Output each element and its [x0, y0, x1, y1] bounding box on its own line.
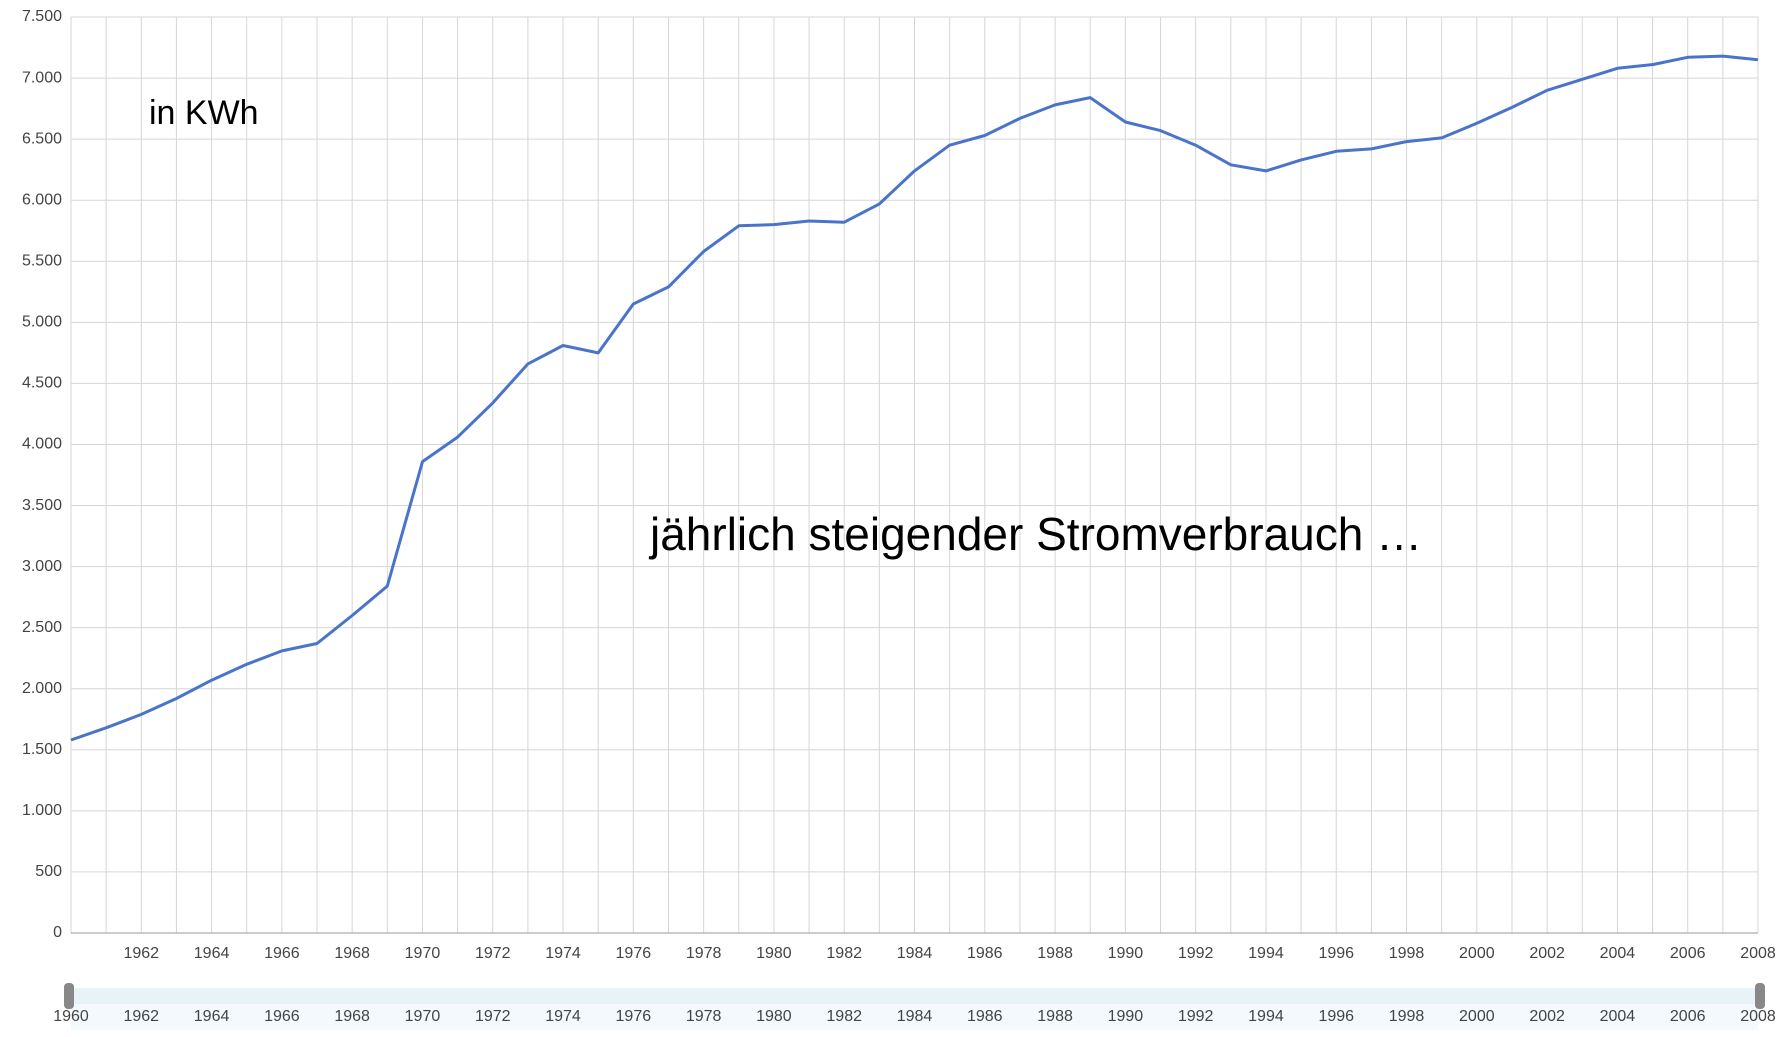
navigator-tick-label: 1980 [756, 1008, 792, 1025]
x-tick-label: 2000 [1459, 945, 1495, 962]
navigator-tick-label: 1992 [1178, 1008, 1214, 1025]
x-tick-label: 1966 [264, 945, 300, 962]
y-tick-label: 5.500 [22, 252, 62, 269]
navigator-tick-label: 1982 [826, 1008, 862, 1025]
x-tick-label: 1984 [897, 945, 933, 962]
y-tick-label: 6.500 [22, 130, 62, 147]
y-tick-label: 5.000 [22, 314, 62, 331]
navigator-tick-label: 2008 [1740, 1008, 1776, 1025]
x-tick-label: 1988 [1037, 945, 1073, 962]
navigator-band [71, 1004, 1758, 1030]
y-tick-label: 1.000 [22, 802, 62, 819]
x-tick-label: 1972 [475, 945, 511, 962]
y-tick-label: 7.000 [22, 69, 62, 86]
navigator-tick-label: 1962 [123, 1008, 159, 1025]
navigator-tick-label: 1986 [967, 1008, 1003, 1025]
navigator-tick-label: 1974 [545, 1008, 581, 1025]
navigator-tick-label: 2002 [1529, 1008, 1565, 1025]
x-tick-label: 2006 [1670, 945, 1706, 962]
navigator-tick-label: 1988 [1037, 1008, 1073, 1025]
x-tick-label: 1964 [194, 945, 230, 962]
navigator-tick-label: 2006 [1670, 1008, 1706, 1025]
navigator-handle-left[interactable] [64, 983, 74, 1009]
x-tick-label: 1968 [334, 945, 370, 962]
y-tick-label: 3.500 [22, 497, 62, 514]
x-tick-label: 1996 [1318, 945, 1354, 962]
navigator-tick-label: 1968 [334, 1008, 370, 1025]
x-tick-label: 1976 [616, 945, 652, 962]
x-tick-label: 2008 [1740, 945, 1776, 962]
annotation: jährlich steigender Stromverbrauch … [648, 508, 1422, 560]
y-tick-label: 7.500 [22, 8, 62, 25]
y-tick-label: 0 [53, 924, 62, 941]
navigator-tick-label: 1990 [1108, 1008, 1144, 1025]
y-tick-label: 2.500 [22, 619, 62, 636]
x-tick-label: 1990 [1108, 945, 1144, 962]
y-tick-label: 3.000 [22, 558, 62, 575]
navigator-tick-label: 1966 [264, 1008, 300, 1025]
navigator-tick-label: 1964 [194, 1008, 230, 1025]
x-tick-label: 2002 [1529, 945, 1565, 962]
data-line [70, 54, 1759, 742]
y-tick-label: 6.000 [22, 191, 62, 208]
x-tick-label: 1962 [123, 945, 159, 962]
navigator-tick-label: 1994 [1248, 1008, 1284, 1025]
navigator-tick-label: 2000 [1459, 1008, 1495, 1025]
x-tick-label: 1998 [1389, 945, 1425, 962]
y-tick-label: 4.000 [22, 436, 62, 453]
navigator-handle-right[interactable] [1755, 983, 1765, 1009]
x-tick-label: 1980 [756, 945, 792, 962]
x-tick-label: 2004 [1600, 945, 1636, 962]
y-tick-label: 4.500 [22, 375, 62, 392]
x-tick-label: 1992 [1178, 945, 1214, 962]
x-tick-label: 1970 [405, 945, 441, 962]
x-tick-label: 1994 [1248, 945, 1284, 962]
navigator-tick-label: 1976 [616, 1008, 652, 1025]
navigator-track [71, 988, 1758, 1004]
navigator-tick-label: 1972 [475, 1008, 511, 1025]
navigator-tick-label: 1984 [897, 1008, 933, 1025]
y-tick-label: 2.000 [22, 680, 62, 697]
x-tick-label: 1978 [686, 945, 722, 962]
navigator-tick-label: 1960 [53, 1008, 89, 1025]
gridlines [70, 16, 1759, 934]
x-tick-label: 1974 [545, 945, 581, 962]
navigator-tick-label: 2004 [1600, 1008, 1636, 1025]
foreground: 0 500 1.000 1.500 2.000 2.500 3.000 3.500 4.000 4… [22, 8, 1776, 1025]
navigator-tick-label: 1996 [1318, 1008, 1354, 1025]
y-tick-label: 1.500 [22, 741, 62, 758]
x-tick-label: 1982 [826, 945, 862, 962]
navigator-tick-label: 1970 [405, 1008, 441, 1025]
navigator-tick-label: 1998 [1389, 1008, 1425, 1025]
unit-annotation: in KWh [149, 94, 259, 132]
x-tick-label: 1986 [967, 945, 1003, 962]
navigator-tick-label: 1978 [686, 1008, 722, 1025]
y-tick-label: 500 [35, 863, 62, 880]
